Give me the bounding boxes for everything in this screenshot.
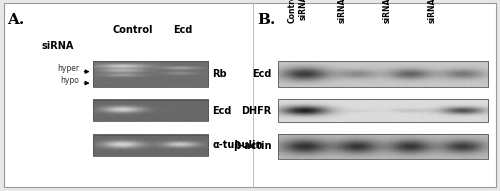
Bar	[92, 61, 208, 87]
Text: hyper: hyper	[57, 64, 79, 73]
Bar	[92, 135, 208, 156]
Text: hypo: hypo	[60, 76, 79, 85]
Text: Control: Control	[112, 25, 153, 35]
Text: α-tubulin: α-tubulin	[212, 140, 263, 150]
Text: B.: B.	[258, 13, 276, 27]
Text: siRNA: siRNA	[42, 41, 74, 51]
Bar	[278, 61, 488, 87]
Bar	[278, 99, 488, 122]
Text: siRNA#1: siRNA#1	[338, 0, 347, 23]
Text: A.: A.	[8, 13, 25, 27]
Text: siRNA#3: siRNA#3	[428, 0, 437, 23]
Text: Control
siRNA: Control siRNA	[288, 0, 307, 23]
Text: Rb: Rb	[212, 69, 227, 79]
Bar	[278, 134, 488, 159]
Bar	[92, 100, 208, 121]
Text: β-actin: β-actin	[233, 141, 272, 151]
Text: DHFR: DHFR	[241, 106, 272, 116]
Text: Ecd: Ecd	[212, 106, 232, 116]
Text: Ecd: Ecd	[252, 69, 272, 79]
Text: siRNA#2: siRNA#2	[383, 0, 392, 23]
Text: Ecd: Ecd	[173, 25, 192, 35]
